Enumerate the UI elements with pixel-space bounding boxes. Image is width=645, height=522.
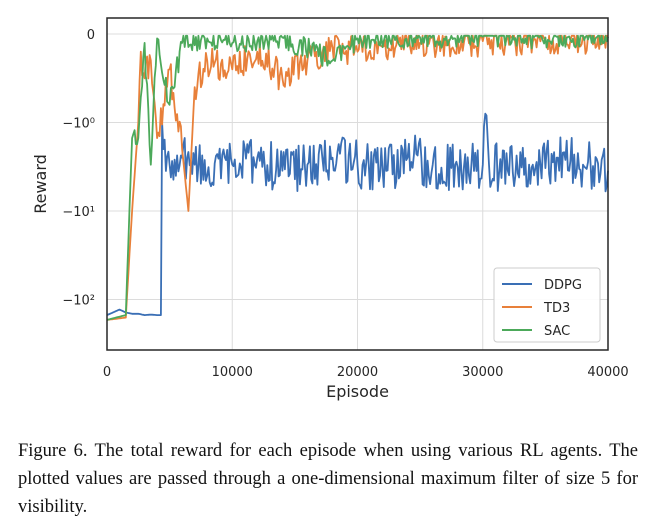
legend-label-td3: TD3 <box>543 301 570 316</box>
legend: DDPG TD3 SAC <box>493 267 601 343</box>
x-tick-label: 0 <box>103 365 111 380</box>
y-tick-label: −10¹ <box>62 205 95 220</box>
x-tick-label: 20000 <box>337 365 378 380</box>
figure-caption: Figure 6. The total reward for each epis… <box>18 441 638 517</box>
y-tick-label: −10⁰ <box>62 117 95 132</box>
y-tick-label: −10² <box>62 294 95 309</box>
plot-frame <box>106 17 609 351</box>
y-tick-label: 0 <box>87 28 95 43</box>
x-axis-title: Episode <box>326 382 389 401</box>
series-line-sac <box>106 34 609 321</box>
legend-label-sac: SAC <box>544 324 570 339</box>
chart: 0 10000 20000 30000 40000 0 −10⁰ −10¹ −10² Episo… <box>31 17 629 401</box>
x-tick-label: 10000 <box>212 365 253 380</box>
legend-box <box>493 267 601 343</box>
series-layer <box>106 34 609 321</box>
legend-label-ddpg: DDPG <box>544 278 582 293</box>
x-tick-label: 30000 <box>462 365 503 380</box>
series-line-td3 <box>106 34 609 321</box>
x-tick-label: 40000 <box>587 365 628 380</box>
tick-layer: 0 10000 20000 30000 40000 0 −10⁰ −10¹ −10² <box>62 28 628 380</box>
y-axis-title: Reward <box>31 154 50 214</box>
